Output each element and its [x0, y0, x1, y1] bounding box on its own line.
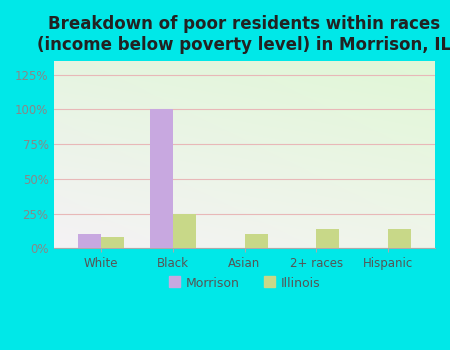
Legend: Morrison, Illinois: Morrison, Illinois — [164, 272, 325, 294]
Bar — [244, 234, 268, 248]
Bar — [78, 234, 101, 248]
Bar — [388, 229, 411, 248]
Bar — [101, 237, 124, 248]
Bar — [173, 214, 196, 248]
Bar — [316, 229, 339, 248]
Bar — [150, 110, 173, 248]
Title: Breakdown of poor residents within races
(income below poverty level) in Morriso: Breakdown of poor residents within races… — [37, 15, 450, 54]
